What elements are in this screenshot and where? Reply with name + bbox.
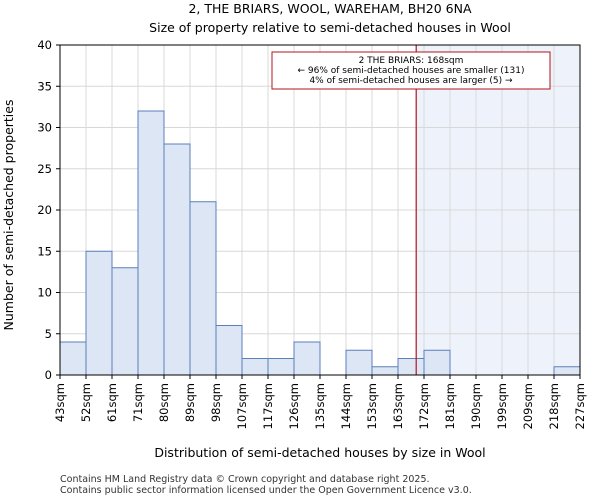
- annotation-line-2: ← 96% of semi-detached houses are smalle…: [298, 66, 525, 76]
- x-tick-label-163sqm: 163sqm: [391, 383, 405, 429]
- annotation-box: 2 THE BRIARS: 168sqm ← 96% of semi-detac…: [271, 51, 551, 90]
- x-tick-label-227sqm: 227sqm: [573, 383, 587, 429]
- y-tick-label-40: 40: [37, 38, 52, 52]
- bar-117sqm: [267, 358, 295, 376]
- x-tick-label-98sqm: 98sqm: [209, 383, 223, 422]
- bar-43sqm: [59, 341, 87, 376]
- bar-89sqm: [189, 201, 217, 376]
- x-tick-label-153sqm: 153sqm: [365, 383, 379, 429]
- x-tick-label-43sqm: 43sqm: [53, 383, 67, 422]
- annotation-line-1: 2 THE BRIARS: 168sqm: [359, 56, 464, 66]
- y-tick-label-20: 20: [37, 203, 52, 217]
- x-tick-label-61sqm: 61sqm: [105, 383, 119, 422]
- x-tick-label-52sqm: 52sqm: [79, 383, 93, 422]
- y-tick-label-10: 10: [37, 286, 52, 300]
- bar-163sqm: [397, 358, 425, 376]
- x-tick-label-89sqm: 89sqm: [183, 383, 197, 422]
- y-tick-label-15: 15: [37, 244, 52, 258]
- bar-71sqm: [137, 110, 165, 376]
- x-tick-label-172sqm: 172sqm: [417, 383, 431, 429]
- footer-copyright: Contains HM Land Registry data © Crown c…: [60, 474, 430, 485]
- x-axis-label: Distribution of semi-detached houses by …: [154, 445, 485, 460]
- x-tick-label-80sqm: 80sqm: [157, 383, 171, 422]
- annotation-frame: [271, 51, 551, 90]
- annotation-line-3: 4% of semi-detached houses are larger (5…: [309, 76, 513, 86]
- y-tick-label-5: 5: [45, 327, 52, 341]
- x-tick-label-190sqm: 190sqm: [469, 383, 483, 429]
- y-tick-label-0: 0: [45, 368, 52, 382]
- bar-52sqm: [85, 250, 113, 376]
- bar-172sqm: [423, 349, 451, 376]
- y-tick-label-25: 25: [37, 162, 52, 176]
- y-tick-label-35: 35: [37, 79, 52, 93]
- bar-98sqm: [215, 325, 243, 376]
- bar-80sqm: [163, 143, 191, 376]
- bar-126sqm: [293, 341, 321, 376]
- bar-144sqm: [345, 349, 373, 376]
- bar-218sqm: [553, 366, 581, 376]
- x-tick-label-144sqm: 144sqm: [339, 383, 353, 429]
- y-tick-label-30: 30: [37, 121, 52, 135]
- chart-title: 2, THE BRIARS, WOOL, WAREHAM, BH20 6NA: [188, 1, 471, 16]
- bar-61sqm: [111, 267, 139, 376]
- x-tick-label-199sqm: 199sqm: [495, 383, 509, 429]
- footer-licence: Contains public sector information licen…: [60, 485, 472, 496]
- x-tick-label-135sqm: 135sqm: [313, 383, 327, 429]
- x-tick-label-181sqm: 181sqm: [443, 383, 457, 429]
- x-tick-label-107sqm: 107sqm: [235, 383, 249, 429]
- x-tick-label-71sqm: 71sqm: [131, 383, 145, 422]
- y-axis-label: Number of semi-detached properties: [1, 100, 16, 331]
- bar-153sqm: [371, 366, 399, 376]
- x-tick-label-218sqm: 218sqm: [547, 383, 561, 429]
- chart-subtitle: Size of property relative to semi-detach…: [149, 20, 511, 35]
- x-tick-label-117sqm: 117sqm: [261, 383, 275, 429]
- x-tick-label-209sqm: 209sqm: [521, 383, 535, 429]
- bar-107sqm: [241, 358, 269, 376]
- x-tick-label-126sqm: 126sqm: [287, 383, 301, 429]
